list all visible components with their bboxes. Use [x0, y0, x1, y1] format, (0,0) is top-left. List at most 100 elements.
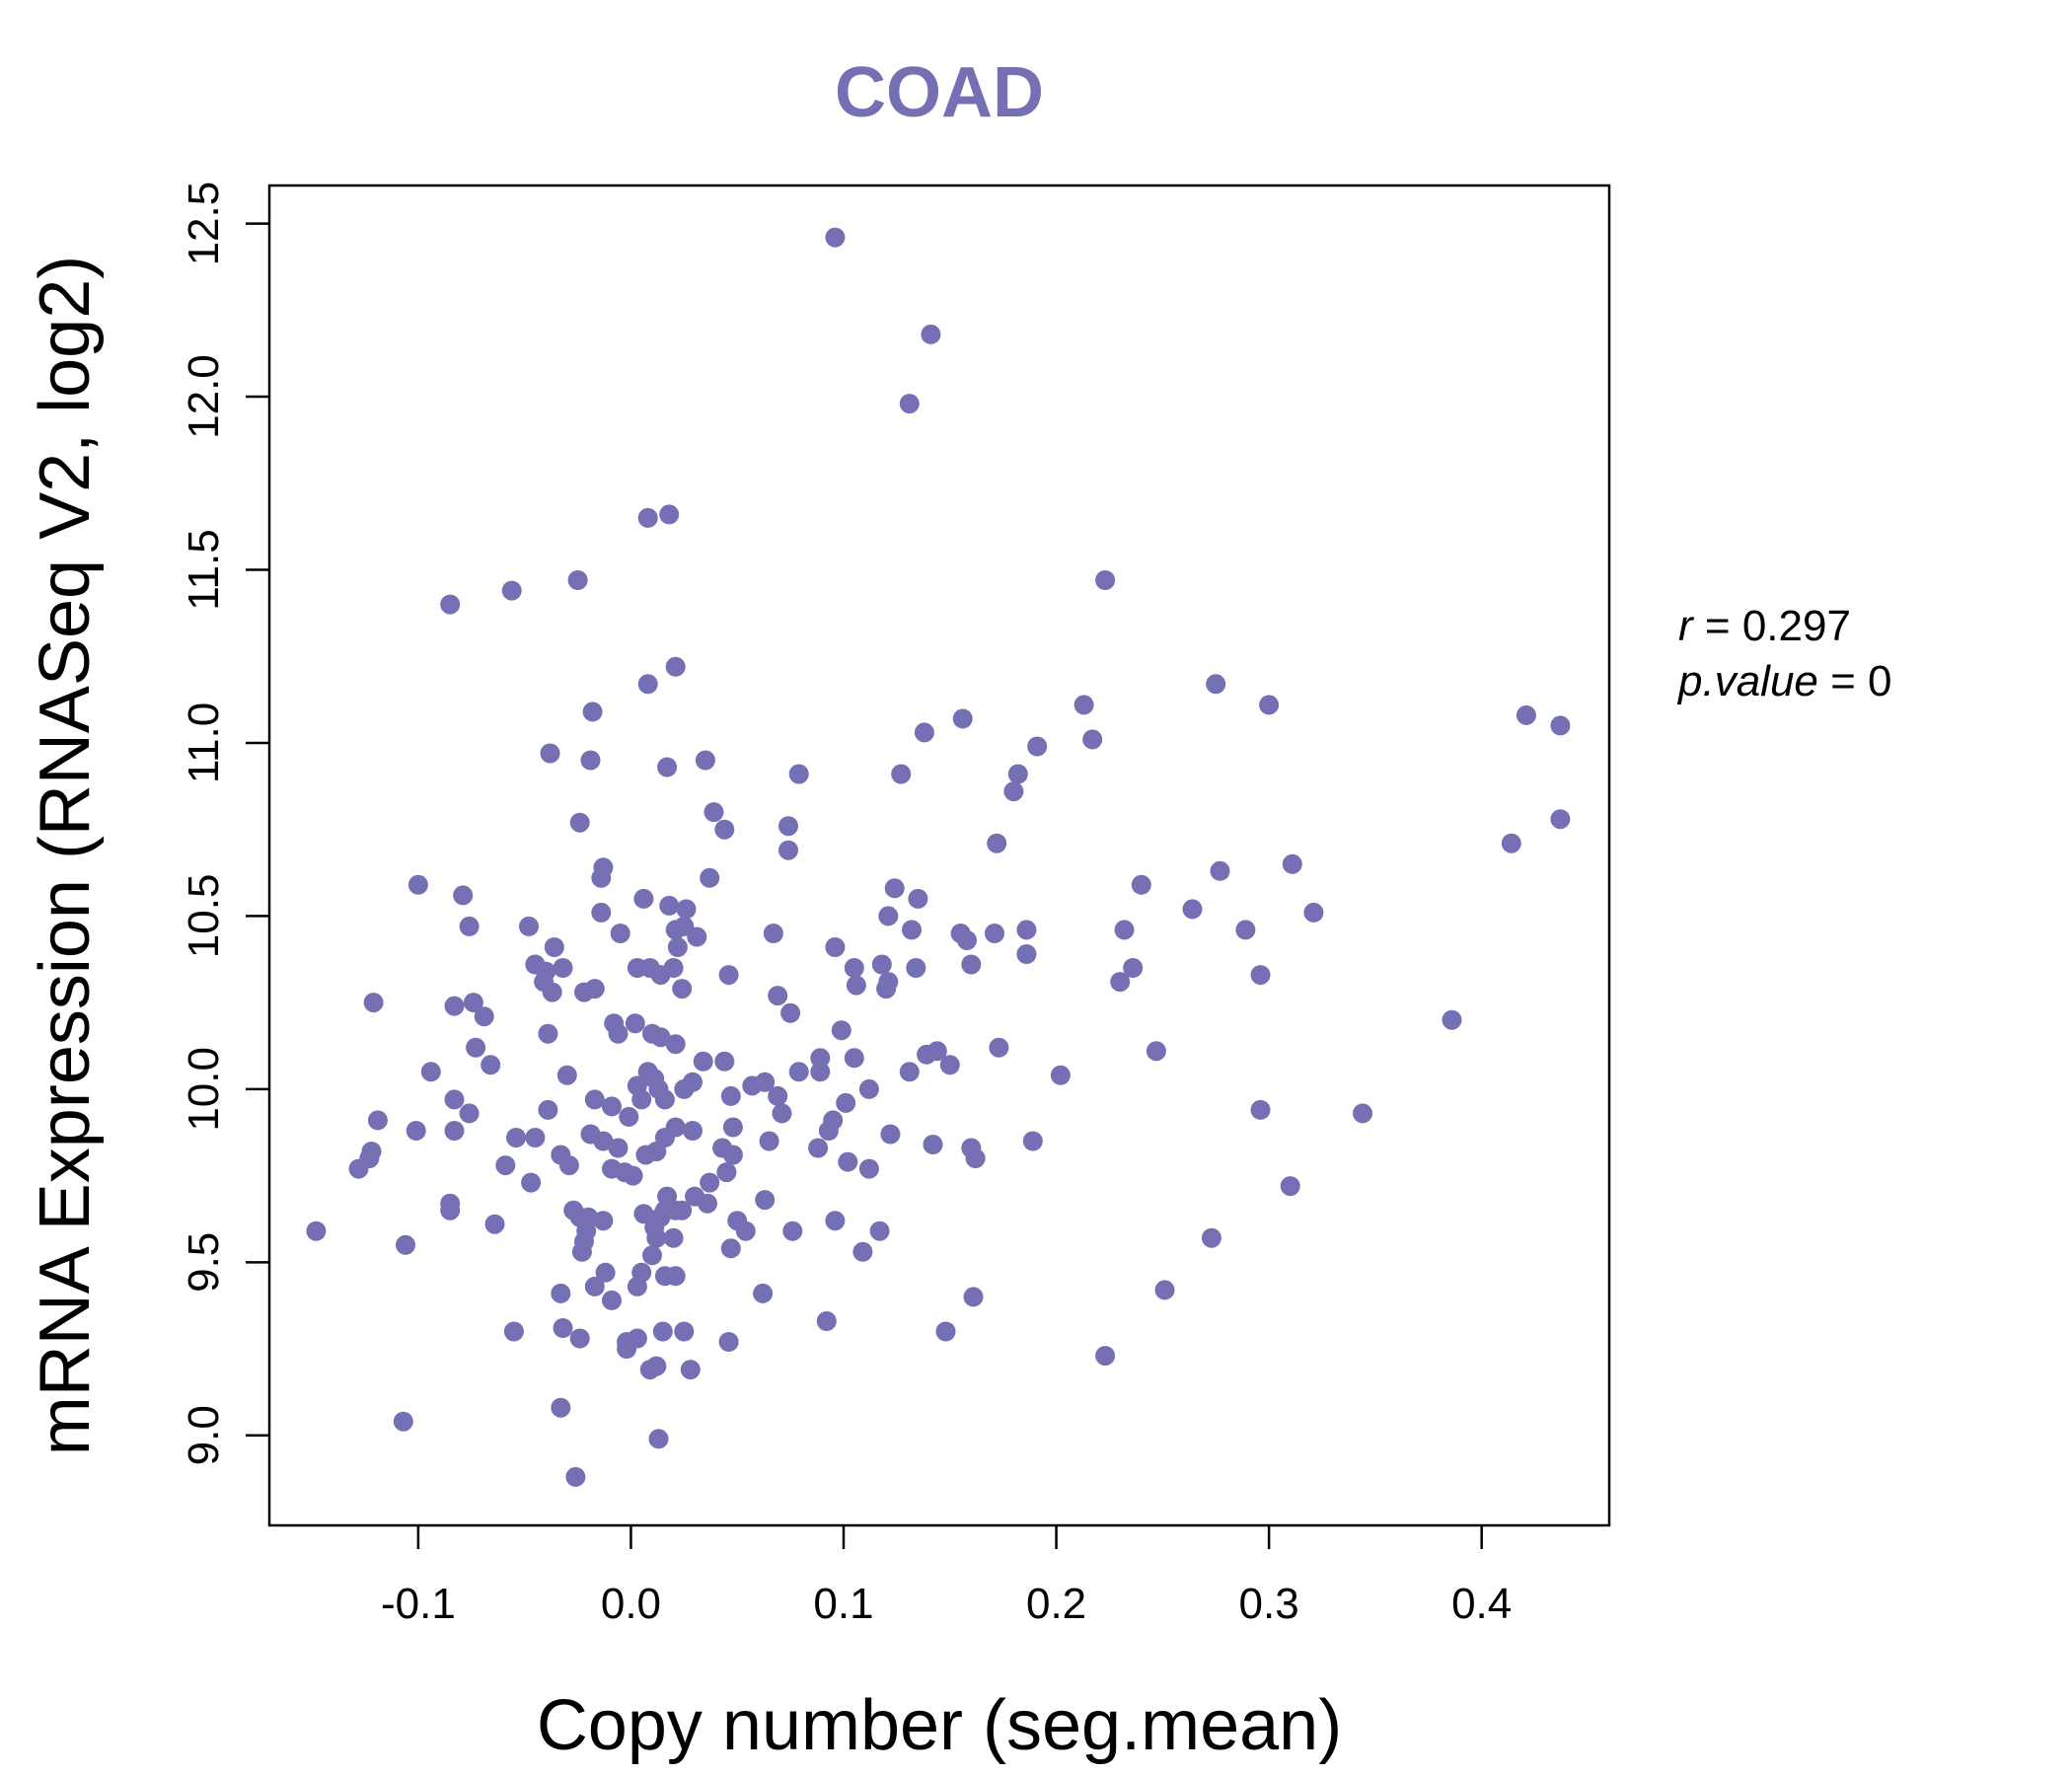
- data-point: [1131, 874, 1151, 895]
- data-point: [667, 937, 688, 957]
- data-point: [466, 1037, 486, 1058]
- data-point: [306, 1221, 327, 1241]
- data-point: [703, 802, 724, 823]
- data-point: [1082, 729, 1103, 750]
- data-point: [768, 1085, 788, 1106]
- data-point: [869, 1221, 890, 1241]
- data-point: [816, 1311, 837, 1331]
- y-tick-label: 12.0: [180, 354, 228, 439]
- x-tick-label: 0.4: [1451, 1580, 1512, 1628]
- data-point: [553, 958, 573, 978]
- data-point: [906, 958, 926, 978]
- data-point: [687, 926, 707, 947]
- data-point: [1123, 958, 1144, 978]
- data-point: [753, 1283, 774, 1303]
- data-point: [665, 656, 686, 677]
- data-point: [844, 958, 864, 978]
- x-tick-label: 0.2: [1026, 1580, 1086, 1628]
- data-point: [646, 1356, 667, 1376]
- data-point: [722, 1145, 743, 1165]
- data-point: [1353, 1103, 1372, 1124]
- data-point: [571, 1241, 592, 1262]
- data-point: [1050, 1065, 1071, 1085]
- data-point: [1095, 570, 1116, 590]
- data-point: [519, 916, 539, 936]
- data-point: [602, 1290, 622, 1310]
- data-point: [718, 1332, 739, 1352]
- y-tick-label: 9.5: [180, 1232, 228, 1293]
- data-point: [551, 1397, 571, 1418]
- x-tick-label: 0.1: [813, 1580, 873, 1628]
- data-point: [521, 1172, 542, 1193]
- data-point: [1007, 764, 1028, 784]
- data-point: [695, 750, 715, 771]
- data-point: [633, 1204, 654, 1224]
- data-point: [459, 916, 480, 936]
- data-point: [899, 394, 920, 414]
- data-point: [831, 1020, 851, 1041]
- data-point: [556, 1065, 577, 1085]
- data-point: [838, 1151, 858, 1172]
- data-point: [923, 1135, 943, 1154]
- r-stat: r = 0.297: [1678, 602, 1851, 650]
- data-point: [481, 1055, 501, 1075]
- data-point: [650, 1027, 671, 1048]
- data-point: [1003, 781, 1024, 802]
- data-point: [778, 840, 798, 860]
- data-point: [663, 1227, 684, 1248]
- data-point: [672, 1200, 693, 1221]
- data-point: [914, 722, 934, 743]
- data-point: [569, 1328, 590, 1349]
- data-point: [961, 954, 982, 975]
- y-axis-label: mRNA Expression (RNASeq V2, log2): [26, 256, 105, 1455]
- data-point: [1501, 833, 1521, 853]
- data-point: [453, 885, 474, 906]
- data-point: [580, 750, 601, 771]
- data-point: [665, 1266, 686, 1287]
- data-point: [363, 993, 384, 1013]
- data-point: [858, 1078, 879, 1099]
- data-point: [852, 1241, 873, 1262]
- data-point: [1182, 899, 1203, 920]
- data-point: [676, 899, 697, 920]
- data-point: [1206, 674, 1226, 695]
- data-point: [396, 1234, 415, 1255]
- data-point: [844, 1048, 864, 1069]
- y-tick-label: 11.0: [180, 703, 228, 783]
- data-point: [593, 1131, 614, 1151]
- data-point: [659, 895, 680, 916]
- data-point: [672, 979, 693, 999]
- data-point: [463, 993, 483, 1013]
- data-point: [987, 833, 1007, 853]
- data-point: [880, 1124, 901, 1145]
- data-point: [393, 1411, 413, 1432]
- x-axis: -0.1 0.0 0.1 0.2 0.3 0.4: [381, 1525, 1512, 1628]
- data-point: [1095, 1346, 1116, 1367]
- data-point: [1146, 1041, 1166, 1062]
- data-point: [440, 594, 461, 615]
- data-point: [444, 1121, 465, 1141]
- data-point: [1016, 920, 1037, 940]
- data-point: [755, 1190, 776, 1211]
- data-point: [625, 1013, 645, 1034]
- data-point: [939, 1055, 960, 1075]
- data-point: [926, 1041, 947, 1062]
- data-point: [935, 1321, 956, 1342]
- x-tick-label: 0.0: [601, 1580, 661, 1628]
- data-point: [836, 1092, 856, 1113]
- data-point: [631, 1089, 652, 1110]
- data-point: [1110, 972, 1131, 993]
- data-point: [1016, 944, 1037, 964]
- data-point: [593, 1211, 614, 1231]
- data-point: [1114, 920, 1135, 940]
- data-point: [1516, 704, 1536, 725]
- data-point: [858, 1158, 879, 1179]
- data-point: [1282, 853, 1302, 874]
- data-point: [440, 1193, 461, 1214]
- data-point: [633, 888, 654, 909]
- p-value-label: p.value: [1676, 657, 1818, 705]
- data-point: [648, 1429, 669, 1449]
- data-point: [1303, 902, 1324, 923]
- data-point: [646, 1227, 667, 1248]
- stats-annotation: r = 0.297 p.value = 0: [1676, 602, 1892, 705]
